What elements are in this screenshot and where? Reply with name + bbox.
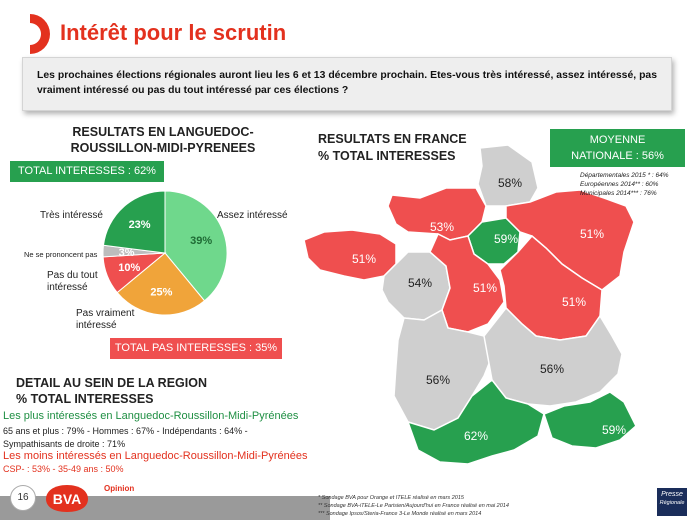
map-value-label-2: 59%: [494, 232, 518, 246]
footnote-3: *** Sondage Ipsos/Steria-France 3-Le Mon…: [318, 511, 482, 517]
region-heading-line2: ROUSSILLON-MIDI-PYRENEES: [70, 141, 256, 155]
label-pas-vraiment: Pas vraiment intéressé: [76, 308, 134, 332]
map-region-8: [393, 308, 493, 431]
pie-value-label-3: 10%: [118, 262, 140, 274]
plus-interesses-text: 65 ans et plus : 79% - Hommes : 67% - In…: [3, 425, 303, 451]
detail-heading: DETAIL AU SEIN DE LA REGION % TOTAL INTE…: [16, 375, 207, 407]
pie-slice-0: [102, 190, 166, 254]
bva-logo-text: BVA: [53, 491, 82, 507]
label-pas-vraiment-l1: Pas vraiment: [76, 308, 135, 319]
moins-interesses-heading: Les moins intéressés en Languedoc-Roussi…: [3, 450, 308, 462]
pie-value-label-0: 23%: [129, 219, 151, 231]
total-interesses-badge: TOTAL INTERESSES : 62%: [10, 161, 164, 182]
detail-heading-line2: % TOTAL INTERESSES: [16, 392, 154, 406]
ref-municipales: Municipales 2014*** : 76%: [580, 190, 657, 197]
plus-interesses-heading: Les plus intéressés en Languedoc-Roussil…: [3, 410, 299, 422]
map-value-label-4: 51%: [352, 252, 376, 266]
question-text: Les prochaines élections régionales auro…: [37, 70, 657, 96]
presse-logo-line2: Régionale: [659, 500, 685, 506]
pie-slice-1: [164, 190, 228, 302]
label-pas-du-tout-l1: Pas du tout: [47, 270, 98, 281]
map-value-label-9: 56%: [540, 362, 564, 376]
references: Départementales 2015 * : 64% Européennes…: [580, 171, 669, 198]
france-heading-line2: % TOTAL INTERESSES: [318, 149, 456, 163]
opinion-label: Opinion: [104, 484, 135, 493]
detail-heading-line1: DETAIL AU SEIN DE LA REGION: [16, 376, 207, 390]
moyenne-line2: NATIONALE : 56%: [571, 150, 664, 162]
map-value-label-11: 59%: [602, 423, 626, 437]
map-value-label-7: 51%: [562, 295, 586, 309]
label-pas-vraiment-l2: intéressé: [76, 320, 117, 331]
bva-logo: BVA: [46, 485, 88, 512]
plus-text-line2: Sympathisants de droite : 71%: [3, 439, 126, 449]
footnote-1: * Sondage BVA pour Orange et ITELE réali…: [318, 495, 464, 501]
label-tres-interesse: Très intéressé: [40, 210, 103, 221]
question-box: Les prochaines élections régionales auro…: [22, 57, 672, 111]
label-pas-du-tout: Pas du tout intéressé: [47, 270, 98, 294]
pie-value-label-4: 3%: [119, 247, 135, 259]
france-heading-line1: RESULTATS EN FRANCE: [318, 132, 467, 146]
france-heading: RESULTATS EN FRANCE % TOTAL INTERESSES: [318, 131, 467, 165]
region-heading-line1: RESULTATS EN LANGUEDOC-: [72, 125, 254, 139]
title-decoration-icon: [0, 0, 50, 60]
moyenne-nationale-badge: MOYENNE NATIONALE : 56%: [550, 129, 685, 167]
label-pas-du-tout-l2: intéressé: [47, 282, 88, 293]
ref-departementales: Départementales 2015 * : 64%: [580, 172, 669, 179]
pie-value-label-2: 25%: [150, 286, 172, 298]
map-region-6: [429, 232, 505, 333]
page-title: Intérêt pour le scrutin: [60, 20, 287, 45]
map-region-11: [543, 391, 637, 449]
presse-logo-line1: Presse: [661, 491, 683, 498]
map-value-label-8: 56%: [426, 373, 450, 387]
plus-text-line1: 65 ans et plus : 79% - Hommes : 67% - In…: [3, 426, 248, 436]
total-pas-interesses-badge: TOTAL PAS INTERESSES : 35%: [110, 338, 282, 359]
map-value-label-10: 62%: [464, 429, 488, 443]
map-value-label-1: 53%: [430, 220, 454, 234]
footnote-2: ** Sondage BVA-iTELE-Le Parisien/Aujourd…: [318, 503, 509, 509]
pie-value-label-1: 39%: [190, 235, 212, 247]
pie-chart: 39% 25% 10% 3% 23%: [102, 190, 228, 316]
label-npp: Ne se prononcent pas: [24, 250, 98, 259]
region-heading: RESULTATS EN LANGUEDOC- ROUSSILLON-MIDI-…: [58, 124, 268, 156]
moins-interesses-text: CSP- : 53% - 35-49 ans : 50%: [3, 464, 124, 474]
pie-slice-2: [116, 252, 206, 316]
map-value-label-0: 58%: [498, 176, 522, 190]
presse-regionale-logo: Presse Régionale: [657, 488, 687, 516]
map-region-4: [303, 229, 397, 281]
ref-europeennes: Européennes 2014** : 60%: [580, 181, 659, 188]
label-assez-interesse: Assez intéressé: [217, 210, 288, 221]
map-value-label-5: 54%: [408, 276, 432, 290]
map-value-label-6: 51%: [473, 281, 497, 295]
page-number: 16: [10, 485, 36, 511]
footnotes: * Sondage BVA pour Orange et ITELE réali…: [318, 494, 509, 518]
moyenne-line1: MOYENNE: [589, 134, 646, 146]
france-map: 58% 53% 59% 51% 51% 54% 51% 51% 56% 56% 62% 59%: [303, 144, 637, 465]
map-value-label-3: 51%: [580, 227, 604, 241]
